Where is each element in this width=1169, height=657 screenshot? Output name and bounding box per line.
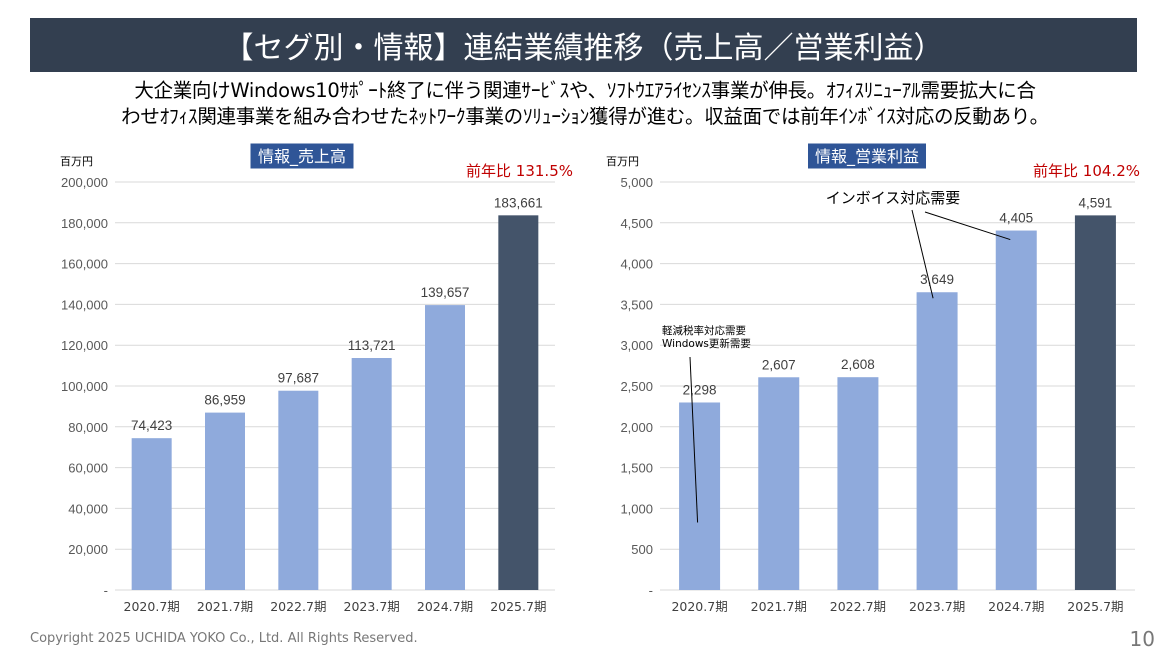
data-label: 74,423 <box>131 418 172 433</box>
x-tick-label: 2020.7期 <box>124 599 180 614</box>
x-tick-label: 2022.7期 <box>270 599 326 614</box>
x-tick-label: 2022.7期 <box>830 599 886 614</box>
slide-title: 【セグ別・情報】連結業績推移（売上高／営業利益） <box>30 18 1137 72</box>
y-tick-label: 80,000 <box>68 420 108 435</box>
y-tick-label: - <box>104 583 108 598</box>
page-number: 10 <box>1129 627 1155 651</box>
data-label: 4,405 <box>999 211 1033 226</box>
data-label: 97,687 <box>278 371 319 386</box>
annotation-line <box>689 356 699 523</box>
y-tick-label: 20,000 <box>68 542 108 557</box>
x-tick-label: 2025.7期 <box>1067 599 1123 614</box>
chart-title-box <box>807 142 927 170</box>
y-tick-label: 140,000 <box>61 297 108 312</box>
data-label: 2,608 <box>841 357 875 372</box>
x-tick-label: 2023.7期 <box>909 599 965 614</box>
lead-line-2: わせｵﾌｨｽ関連事業を組み合わせたﾈｯﾄﾜｰｸ事業のｿﾘｭｰｼｮﾝ獲得が進む。収… <box>121 105 1049 128</box>
y-tick-label: 4,000 <box>620 257 653 272</box>
y-tick-label: 180,000 <box>61 216 108 231</box>
y-tick-label: 5,000 <box>620 175 653 190</box>
x-tick-label: 2024.7期 <box>988 599 1044 614</box>
x-tick-label: 2021.7期 <box>751 599 807 614</box>
lead-line-1: 大企業向けWindows10ｻﾎﾟｰﾄ終了に伴う関連ｻｰﾋﾞｽや、ｿﾌﾄｳｴｱﾗ… <box>134 79 1036 102</box>
y-tick-label: 1,000 <box>620 501 653 516</box>
y-tick-label: 100,000 <box>61 379 108 394</box>
data-label: 2,298 <box>683 382 717 397</box>
bar <box>995 230 1037 590</box>
chart-title: 情報_売上高 <box>258 147 346 167</box>
bar <box>837 377 879 590</box>
y-tick-label: 3,500 <box>620 297 653 312</box>
yoy-label: 前年比 131.5% <box>466 162 573 180</box>
x-tick-label: 2024.7期 <box>417 599 473 614</box>
y-tick-label: 160,000 <box>61 257 108 272</box>
x-tick-label: 2020.7期 <box>671 599 727 614</box>
y-tick-label: 3,000 <box>620 338 653 353</box>
bar <box>916 292 958 590</box>
bar <box>278 390 319 590</box>
unit-label: 百万円 <box>606 155 639 168</box>
data-label: 113,721 <box>348 338 396 353</box>
data-label: 4,591 <box>1079 195 1113 210</box>
y-tick-label: 500 <box>631 542 653 557</box>
x-tick-label: 2021.7期 <box>197 599 253 614</box>
data-label: 3,649 <box>920 272 954 287</box>
yoy-label: 前年比 104.2% <box>1033 162 1140 180</box>
annotation-text: 軽減税率対応需要 <box>662 324 746 337</box>
y-tick-label: 200,000 <box>61 175 108 190</box>
annotation-text: インボイス対応需要 <box>826 189 961 207</box>
annotation-line <box>924 211 1011 241</box>
data-label: 183,661 <box>494 195 543 210</box>
y-tick-label: 1,500 <box>620 461 653 476</box>
bar <box>425 305 465 590</box>
x-tick-label: 2023.7期 <box>344 599 400 614</box>
lead-text: 大企業向けWindows10ｻﾎﾟｰﾄ終了に伴う関連ｻｰﾋﾞｽや、ｿﾌﾄｳｴｱﾗ… <box>30 78 1140 130</box>
y-tick-label: 2,500 <box>620 379 653 394</box>
annotation-line <box>911 209 934 299</box>
data-label: 2,607 <box>762 357 796 372</box>
bar <box>1074 215 1116 591</box>
annotation-text: Windows更新需要 <box>662 337 751 350</box>
copyright: Copyright 2025 UCHIDA YOKO Co., Ltd. All… <box>30 631 418 646</box>
bar <box>498 215 539 591</box>
y-tick-label: 2,000 <box>620 420 653 435</box>
x-tick-label: 2025.7期 <box>490 599 546 614</box>
bar <box>679 402 721 590</box>
bar <box>351 358 392 590</box>
y-tick-label: 40,000 <box>68 501 108 516</box>
chart-title: 情報_営業利益 <box>815 147 919 167</box>
y-tick-label: 4,500 <box>620 216 653 231</box>
data-label: 86,959 <box>204 393 245 408</box>
y-tick-label: - <box>649 583 653 598</box>
unit-label: 百万円 <box>60 155 93 168</box>
bar <box>758 377 800 590</box>
bar <box>205 412 245 590</box>
y-tick-label: 60,000 <box>68 461 108 476</box>
chart-title-box <box>249 142 355 170</box>
data-label: 139,657 <box>421 285 470 300</box>
bar <box>131 438 172 590</box>
y-tick-label: 120,000 <box>61 338 108 353</box>
